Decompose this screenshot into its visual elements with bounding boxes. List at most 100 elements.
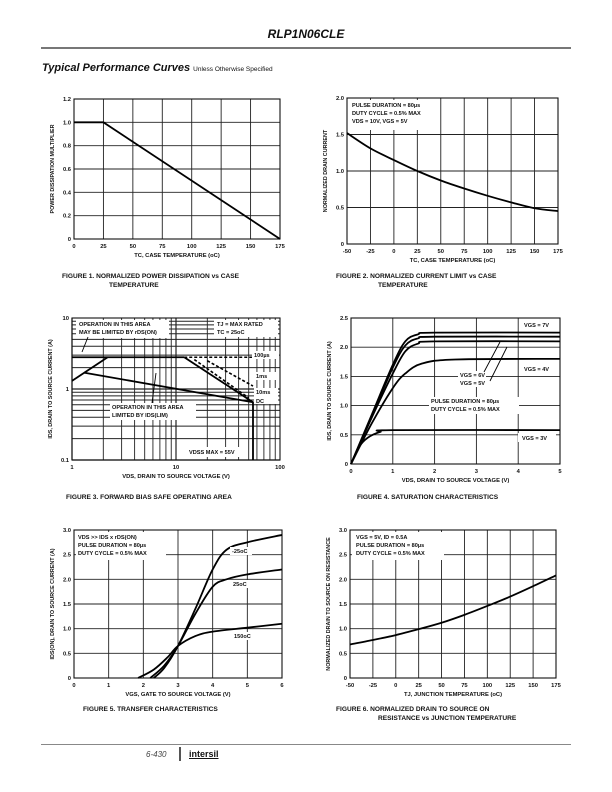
caption-line: TEMPERATURE (378, 282, 428, 289)
section-heading: Typical Performance Curves Unless Otherwi… (42, 62, 273, 74)
section-subtitle: Unless Otherwise Specified (193, 66, 273, 73)
x-tick-label: 5 (558, 469, 562, 475)
plot-frame (73, 98, 281, 240)
x-tick-label: 25 (100, 244, 107, 250)
series-line (350, 340, 561, 465)
footer-rule (41, 744, 571, 745)
x-tick-label: 25 (414, 249, 421, 255)
chart-fig1: 0 25 50 75 100 125 150 175 0 0.2 0.4 0.6 0.8 1.0 1.2 TC… (50, 97, 286, 259)
figure-6-caption: FIGURE 6. NORMALIZED DRAIN TO SOURCE ON R… (336, 705, 516, 723)
y-tick-label: 3.0 (63, 528, 71, 534)
annotation: PULSE DURATION = 80µs (352, 103, 420, 109)
annotation-background (252, 351, 279, 359)
x-tick-label: 0 (72, 683, 75, 689)
annotation: VGS = 5V, ID = 0.5A (356, 535, 407, 541)
y-tick-label: 0.5 (336, 206, 345, 212)
annotation-background (110, 403, 196, 420)
x-tick-label: 2 (433, 469, 436, 475)
plot-frame (350, 317, 561, 465)
annotation-background (76, 320, 169, 338)
y-tick-label: 1.0 (340, 404, 348, 410)
x-tick-label: 75 (461, 683, 468, 689)
series-line (83, 371, 254, 404)
annotation-background (520, 364, 558, 373)
caption-line: FIGURE 2. NORMALIZED CURRENT LIMIT vs CA… (336, 273, 497, 280)
plot-frame (71, 317, 281, 461)
caption-line: FIGURE 6. NORMALIZED DRAIN TO SOURCE ON (336, 706, 490, 713)
annotation: VGS = 5V (460, 381, 485, 387)
x-tick-label: -50 (343, 249, 351, 255)
x-tick-label: -25 (366, 249, 375, 255)
caption-line: TEMPERATURE (109, 282, 159, 289)
annotation: DC (256, 399, 264, 405)
y-tick-label: 1.5 (340, 374, 349, 380)
series-line (350, 357, 561, 465)
figure-3-caption: FIGURE 3. FORWARD BIAS SAFE OPERATING AR… (66, 494, 232, 501)
x-tick-label: 0 (349, 469, 352, 475)
annotation: 100µs (254, 353, 270, 359)
y-tick-label: 2.5 (339, 553, 348, 559)
annotation: OPERATION IN THIS AREA (112, 405, 183, 411)
y-axis-label: NORMALIZED DRAIN TO SOURCE ON RESISTANCE (326, 537, 332, 671)
y-tick-label: 1.0 (63, 627, 71, 633)
annotation-arrow (483, 341, 501, 373)
x-tick-label: 150 (528, 683, 538, 689)
annotation-background (254, 372, 278, 380)
y-tick-label: 1.2 (63, 97, 71, 103)
x-tick-label: 175 (275, 244, 285, 250)
y-tick-label: 0 (68, 676, 71, 682)
annotation-background (231, 580, 249, 588)
x-tick-label: 0 (72, 244, 75, 250)
annotation: -25oC (232, 549, 248, 555)
series-line (74, 121, 281, 240)
annotation: PULSE DURATION = 80µs (78, 543, 146, 549)
y-tick-label: 10 (63, 316, 69, 322)
annotation-background (230, 547, 252, 555)
annotation: VDSS MAX = 55V (189, 450, 235, 456)
x-axis-label: TC, CASE TEMPERATURE (oC) (410, 258, 496, 264)
x-tick-label: 150 (530, 249, 540, 255)
annotation-arrow (81, 336, 89, 353)
y-tick-label: 2.0 (340, 345, 348, 351)
y-axis-label: IDS, DRAIN TO SOURCE CURRENT (A) (48, 339, 54, 439)
plot-frame (73, 529, 283, 679)
y-tick-label: 0 (344, 676, 347, 682)
caption-line: FIGURE 1. NORMALIZED POWER DISSIPATION v… (62, 273, 240, 280)
y-tick-label: 2.5 (63, 553, 72, 559)
y-tick-label: 0 (345, 462, 348, 468)
x-tick-label: 1 (391, 469, 395, 475)
figure-1-caption: FIGURE 1. NORMALIZED POWER DISSIPATION v… (62, 272, 239, 290)
x-tick-label: 6 (280, 683, 284, 689)
annotation-background (520, 320, 558, 329)
annotation: VGS = 6V (460, 373, 485, 379)
annotation-background (518, 433, 556, 442)
x-tick-label: 5 (246, 683, 250, 689)
series-line (350, 429, 561, 465)
figure-4-caption: FIGURE 4. SATURATION CHARACTERISTICS (357, 494, 499, 501)
y-tick-label: 0.6 (63, 167, 72, 173)
series-line (137, 622, 283, 679)
annotation: 150oC (234, 634, 251, 640)
annotation-background (76, 532, 166, 560)
x-tick-label: 75 (159, 244, 166, 250)
x-axis-label: TJ, JUNCTION TEMPERATURE (oC) (404, 692, 502, 698)
x-tick-label: -50 (346, 683, 354, 689)
annotation: DUTY CYCLE = 0.5% MAX (431, 407, 500, 413)
x-tick-label: 125 (506, 249, 516, 255)
y-tick-label: 0.4 (63, 190, 72, 196)
figure-2-caption: FIGURE 2. NORMALIZED CURRENT LIMIT vs CA… (336, 272, 496, 290)
intersil-logo: intersil (189, 749, 219, 759)
chart-fig6: -50 -25 0 25 50 75 100 125 150 175 0 0.5 1.0 1.5 2.0 2.… (326, 528, 562, 698)
annotation-background (458, 371, 486, 387)
y-tick-label: 0.5 (340, 433, 349, 439)
annotation: VDS >> IDS x rDS(ON) (78, 535, 137, 541)
annotation: OPERATION IN THIS AREA (79, 322, 150, 328)
annotation: PULSE DURATION = 80µs (431, 399, 499, 405)
annotation: VGS = 4V (524, 367, 549, 373)
plot-frame (346, 97, 559, 245)
x-tick-label: 50 (438, 249, 444, 255)
y-axis-label: IDS(ON), DRAIN TO SOURCE CURRENT (A) (50, 548, 56, 659)
x-tick-label: 125 (216, 244, 226, 250)
